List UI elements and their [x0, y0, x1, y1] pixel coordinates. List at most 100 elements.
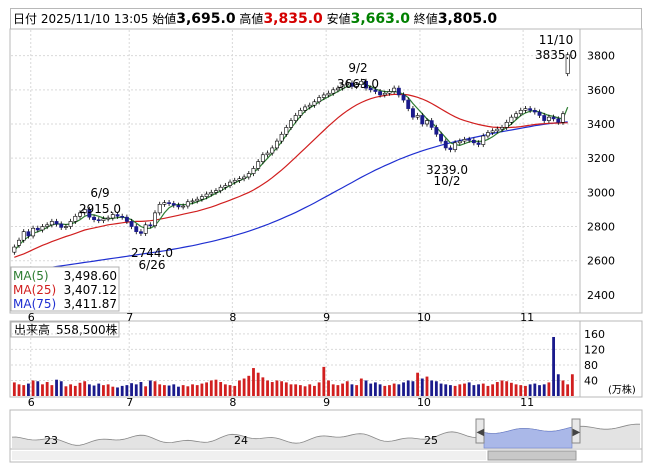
candle: [434, 124, 439, 137]
volume-bar: [289, 384, 293, 396]
candle: [546, 114, 551, 124]
candle: [115, 212, 120, 219]
volume-bar: [369, 383, 373, 396]
volume-bar: [519, 385, 523, 396]
volume-bar: [439, 383, 443, 396]
volume-bar: [31, 380, 35, 396]
candle: [364, 78, 368, 91]
candle: [345, 80, 350, 88]
candle-body: [218, 186, 223, 191]
volume-x-tick-label: 11: [520, 396, 534, 409]
candle-body: [195, 198, 200, 202]
volume-bar: [270, 382, 274, 396]
candlesticks: [12, 52, 570, 255]
candle-body: [420, 115, 425, 125]
volume-y-tick-label: 40: [584, 374, 598, 387]
candle: [331, 87, 336, 96]
candle-body: [453, 142, 458, 150]
annotation-value: 3835.0: [535, 48, 577, 62]
candle-body: [289, 120, 293, 128]
volume-bar: [308, 384, 312, 396]
candle: [453, 140, 458, 153]
volume-bar: [430, 380, 434, 396]
candle-body: [462, 139, 467, 142]
candle: [12, 244, 17, 255]
candle: [514, 111, 519, 120]
volume-bar: [116, 387, 119, 396]
price-header: 日付 2025/11/10 13:05 始値3,695.0 高値3,835.0 …: [10, 8, 642, 29]
candle: [312, 99, 317, 108]
candle: [120, 213, 125, 220]
candle: [162, 200, 167, 207]
candle-body: [87, 209, 92, 218]
volume-bar: [383, 385, 387, 396]
candle: [425, 118, 429, 127]
volume-y-axis: 40 80 120 160: [584, 328, 605, 388]
candle-body: [298, 110, 303, 116]
candle-body: [134, 226, 139, 232]
date-label: 日付: [13, 12, 38, 26]
price-y-axis: 2400 2600 2800 3000 3200 3400 3600 3800: [587, 50, 615, 302]
datetime-value: 2025/11/10 13:05: [40, 12, 149, 26]
volume-bar: [219, 382, 223, 396]
price-x-tick-label: 10: [417, 311, 431, 324]
volume-bar: [36, 381, 40, 396]
volume-bar: [313, 385, 316, 396]
legend-value: 3,411.87: [64, 297, 117, 311]
candle-body: [410, 108, 415, 118]
candle-body: [120, 215, 125, 218]
price-annotations: 6/9 2915.0 2744.06/26 9/2 3663.0 3239.010/2 11…: [79, 33, 577, 272]
candle: [17, 237, 21, 248]
candle: [232, 177, 237, 185]
candle: [429, 118, 434, 130]
volume-bar: [167, 385, 171, 396]
candle: [59, 221, 64, 230]
volume-bar: [209, 380, 213, 396]
candle-body: [190, 200, 195, 203]
candle-body: [500, 127, 504, 130]
candle: [326, 90, 331, 98]
candle: [556, 116, 561, 125]
candle-body: [35, 227, 40, 231]
volume-bar: [280, 381, 284, 396]
volume-bar: [97, 383, 101, 396]
candle: [45, 222, 50, 230]
volume-bar: [350, 384, 354, 396]
open-value: 3,695.0: [176, 11, 236, 27]
candle: [139, 229, 143, 236]
navigator-scrollbar-thumb[interactable]: [487, 450, 577, 461]
candle: [171, 200, 176, 208]
navigator-left-handle[interactable]: [475, 418, 485, 444]
volume-bar: [406, 380, 410, 396]
candle-body: [49, 221, 54, 226]
navigator-right-handle[interactable]: [571, 418, 581, 444]
candle-body: [350, 82, 354, 87]
volume-bar: [514, 384, 518, 396]
volume-y-tick-label: 160: [584, 328, 605, 341]
candle: [218, 184, 223, 194]
volume-bar: [364, 380, 368, 396]
candle: [190, 198, 195, 205]
candle-body: [528, 108, 533, 111]
candle: [420, 112, 425, 127]
volume-bar: [153, 381, 157, 396]
navigator-year-label: 23: [44, 434, 58, 447]
volume-bar: [294, 384, 298, 396]
candle: [87, 206, 92, 220]
volume-bar: [69, 384, 73, 396]
candle: [368, 85, 373, 93]
candle: [504, 119, 509, 130]
volume-x-tick-label: 7: [126, 396, 133, 409]
candle: [96, 217, 101, 224]
candle-body: [392, 87, 397, 92]
candle: [467, 136, 472, 143]
candle: [228, 179, 232, 189]
volume-bar: [467, 382, 471, 396]
candle: [471, 137, 476, 146]
legend-label: MA(25): [13, 283, 56, 297]
high-label: 高値: [239, 12, 264, 26]
navigator-scrollbar-track[interactable]: [12, 451, 486, 460]
candle-body: [214, 190, 218, 193]
volume-bar: [195, 385, 199, 396]
